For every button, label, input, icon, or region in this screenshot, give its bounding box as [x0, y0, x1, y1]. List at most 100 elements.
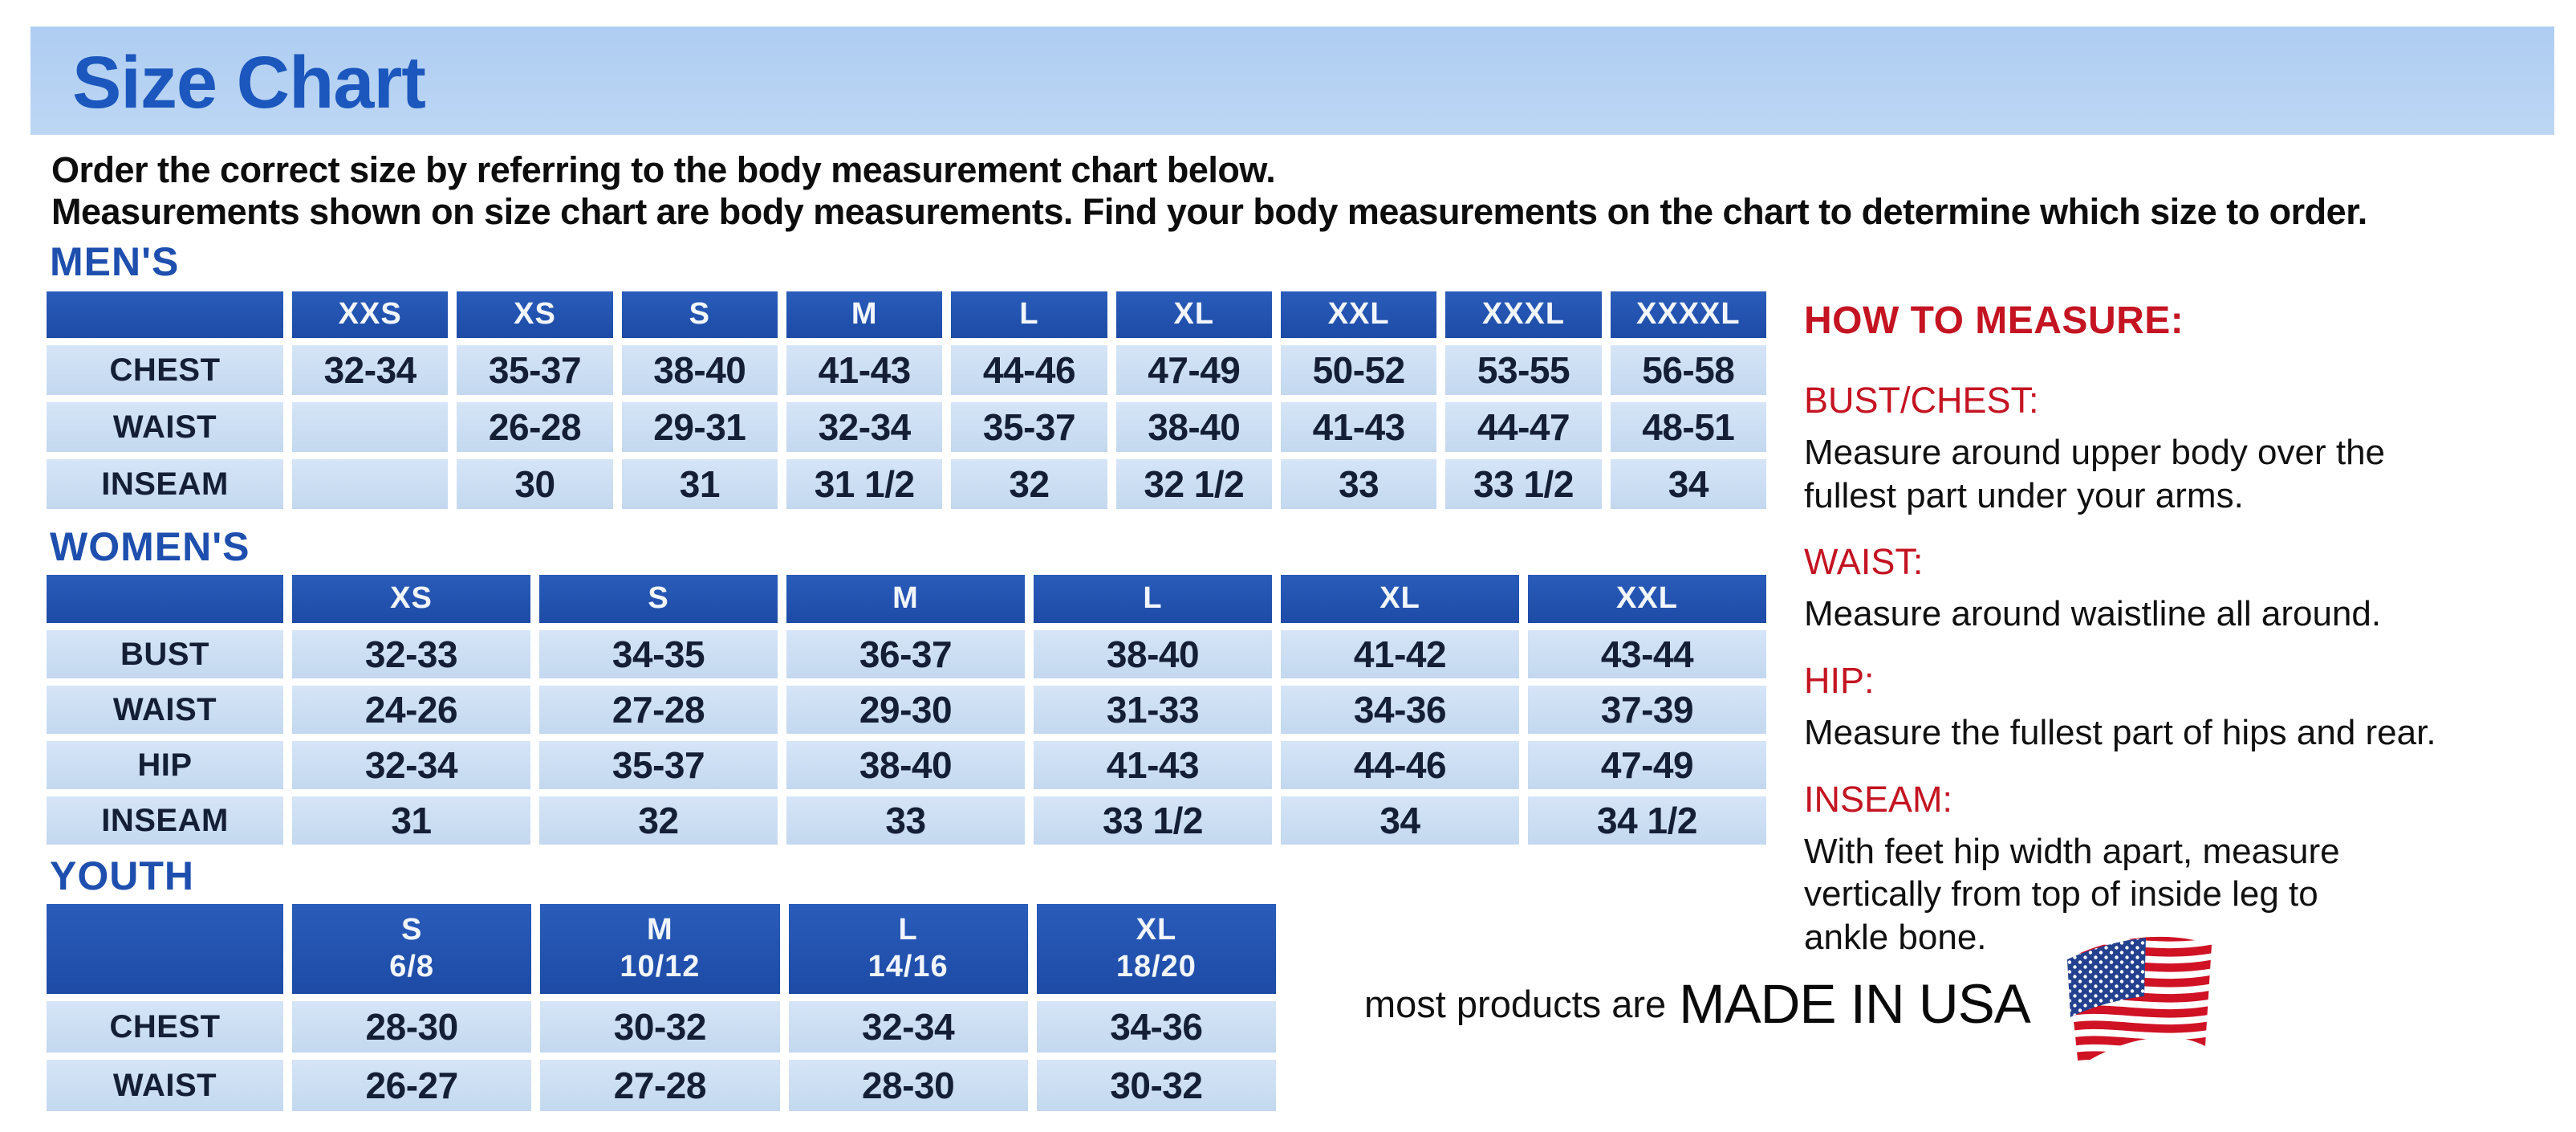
size-column-header: S: [621, 291, 778, 338]
measurement-cell: 48-51: [1610, 402, 1766, 452]
size-column-header: XXS: [292, 291, 449, 338]
measurement-cell: 35-37: [951, 402, 1107, 452]
measurement-cell: 34-36: [1281, 686, 1519, 734]
measurement-cell: 32-34: [788, 1001, 1028, 1053]
measurement-cell: 29-30: [786, 686, 1025, 734]
made-in-usa-footer: most products are MADE IN USA: [1364, 923, 2224, 1084]
row-label-cell: HIP: [47, 741, 283, 789]
size-column-header: S 6/8: [292, 904, 532, 994]
measurement-cell: 53-55: [1445, 345, 1602, 395]
measurement-cell: 38-40: [1034, 630, 1272, 678]
measurement-cell: 30-32: [540, 1001, 780, 1053]
measure-label-waist: WAIST:: [1804, 541, 1924, 583]
title-banner: Size Chart: [30, 26, 2554, 135]
intro-line-2: Measurements shown on size chart are bod…: [51, 191, 2367, 232]
measurement-cell: 33 1/2: [1034, 796, 1272, 845]
measurement-cell: 41-43: [786, 345, 943, 395]
measurement-cell: 56-58: [1610, 345, 1766, 395]
measurement-cell: 37-39: [1528, 686, 1766, 734]
row-label-cell: WAIST: [47, 402, 283, 452]
measurement-cell: 44-46: [951, 345, 1107, 395]
row-label-cell: CHEST: [47, 1001, 283, 1053]
measurement-cell: 38-40: [1115, 402, 1272, 452]
measurement-cell: 44-46: [1281, 741, 1519, 789]
measurement-cell: 26-28: [457, 402, 613, 452]
measure-label-inseam: INSEAM:: [1804, 778, 1953, 820]
womens-size-table: XS S M L XL XXL BUST 32-33 34-35 36-37 38-40 41-42 4…: [47, 575, 1766, 845]
measurement-cell: 43-44: [1528, 630, 1766, 678]
measurement-cell: 27-28: [540, 1060, 780, 1111]
row-label-cell: BUST: [47, 630, 283, 678]
youth-section-heading: YOUTH: [50, 853, 194, 898]
measure-label-hip: HIP:: [1804, 660, 1875, 702]
measurement-cell: 27-28: [539, 686, 778, 734]
size-column-header: S: [539, 575, 778, 623]
size-column-header: L: [951, 291, 1107, 338]
measurement-cell: 29-31: [621, 402, 778, 452]
size-column-header: XXL: [1528, 575, 1766, 623]
mens-size-table: XXS XS S M L XL XXL XXXL XXXXL CHEST 32-34 35-37 38-…: [47, 291, 1766, 509]
size-column-header: M: [786, 291, 943, 338]
youth-size-table: S 6/8 M 10/12 L 14/16 XL 18/20 CHEST 28-30 30-…: [47, 904, 1276, 1111]
how-to-measure-section: HOW TO MEASURE: BUST/CHEST: Measure arou…: [1804, 299, 2510, 959]
measurement-cell: 26-27: [292, 1060, 532, 1111]
measure-text-waist: Measure around waistline all around.: [1804, 594, 2382, 634]
measurement-cell: 32: [951, 459, 1107, 509]
size-column-header: XS: [457, 291, 613, 338]
size-column-header: XXL: [1280, 291, 1437, 338]
row-label-cell: WAIST: [47, 1060, 283, 1111]
measurement-cell: 32-33: [292, 630, 530, 678]
row-label-cell: WAIST: [47, 686, 283, 734]
usa-flag-icon: [2051, 926, 2224, 1082]
measurement-cell: 34 1/2: [1528, 796, 1766, 845]
measurement-cell: 31: [621, 459, 778, 509]
measure-text-bust-chest: Measure around upper body over the fulle…: [1804, 433, 2386, 515]
mens-section-heading: MEN'S: [50, 239, 180, 284]
measurement-cell: 50-52: [1280, 345, 1437, 395]
size-column-header: XS: [292, 575, 530, 623]
measurement-cell: 35-37: [539, 741, 778, 789]
row-label-cell: INSEAM: [47, 459, 283, 509]
size-column-header: M 10/12: [540, 904, 780, 994]
intro-line-1: Order the correct size by referring to t…: [51, 149, 1276, 190]
measurement-cell: 30: [457, 459, 613, 509]
measurement-cell: 41-42: [1281, 630, 1519, 678]
measurement-cell: 41-43: [1280, 402, 1437, 452]
measurement-cell: 32: [539, 796, 778, 845]
measurement-cell: 31-33: [1034, 686, 1272, 734]
size-column-header: XL: [1281, 575, 1519, 623]
measure-text-hip: Measure the fullest part of hips and rea…: [1804, 713, 2436, 753]
size-column-header: XL: [1115, 291, 1272, 338]
measurement-cell: 33 1/2: [1445, 459, 1602, 509]
intro-text: Order the correct size by referring to t…: [51, 149, 2367, 233]
measurement-cell: 47-49: [1528, 741, 1766, 789]
measure-text-inseam: With feet hip width apart, measure verti…: [1804, 831, 2340, 958]
measurement-cell: 31 1/2: [786, 459, 943, 509]
corner-header-cell: [47, 575, 283, 623]
size-column-header: M: [786, 575, 1025, 623]
size-column-header: XL 18/20: [1036, 904, 1276, 994]
measurement-cell: 38-40: [786, 741, 1025, 789]
corner-header-cell: [47, 904, 283, 994]
measurement-cell: 41-43: [1034, 741, 1272, 789]
measurement-cell: 28-30: [292, 1001, 532, 1053]
how-to-measure-heading: HOW TO MEASURE:: [1804, 299, 2184, 342]
measurement-cell: 28-30: [788, 1060, 1028, 1111]
size-column-header: L: [1034, 575, 1272, 623]
measurement-cell: [292, 402, 449, 452]
measurement-cell: 33: [786, 796, 1025, 845]
size-column-header: XXXXL: [1610, 291, 1766, 338]
measurement-cell: 32-34: [292, 741, 530, 789]
size-column-header: L 14/16: [788, 904, 1028, 994]
measurement-cell: 34: [1610, 459, 1766, 509]
measurement-cell: 35-37: [457, 345, 613, 395]
measurement-cell: 44-47: [1445, 402, 1602, 452]
size-column-header: XXXL: [1445, 291, 1602, 338]
measurement-cell: 33: [1280, 459, 1437, 509]
measurement-cell: 30-32: [1036, 1060, 1276, 1111]
measurement-cell: [292, 459, 449, 509]
measurement-cell: 34-36: [1036, 1001, 1276, 1053]
measurement-cell: 32-34: [292, 345, 449, 395]
measurement-cell: 47-49: [1115, 345, 1272, 395]
